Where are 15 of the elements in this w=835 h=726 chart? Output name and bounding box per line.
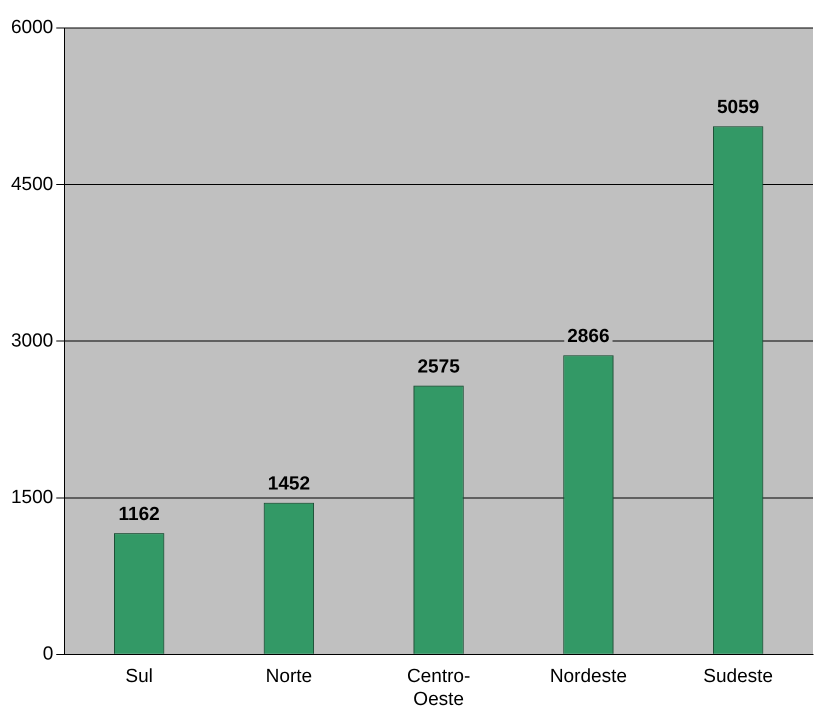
data-label: 2575 <box>417 356 460 378</box>
x-tick-label: Norte <box>266 666 312 688</box>
data-label: 1452 <box>268 474 310 495</box>
y-tick-label: 4500 <box>10 174 54 195</box>
y-tick-label: 0 <box>42 644 54 665</box>
x-tick-label: Nordeste <box>550 666 627 688</box>
y-tick-label: 6000 <box>10 17 54 38</box>
y-tick-label: 1500 <box>10 487 54 508</box>
data-label: 2866 <box>567 326 610 347</box>
data-label: 1162 <box>118 504 160 525</box>
x-tick-label: Sudeste <box>703 666 773 688</box>
data-label: 5059 <box>716 96 760 118</box>
x-tick-label: Sul <box>125 666 153 688</box>
y-tick-label: 3000 <box>10 330 54 352</box>
x-tick-label: Centro-Oeste <box>406 666 470 710</box>
